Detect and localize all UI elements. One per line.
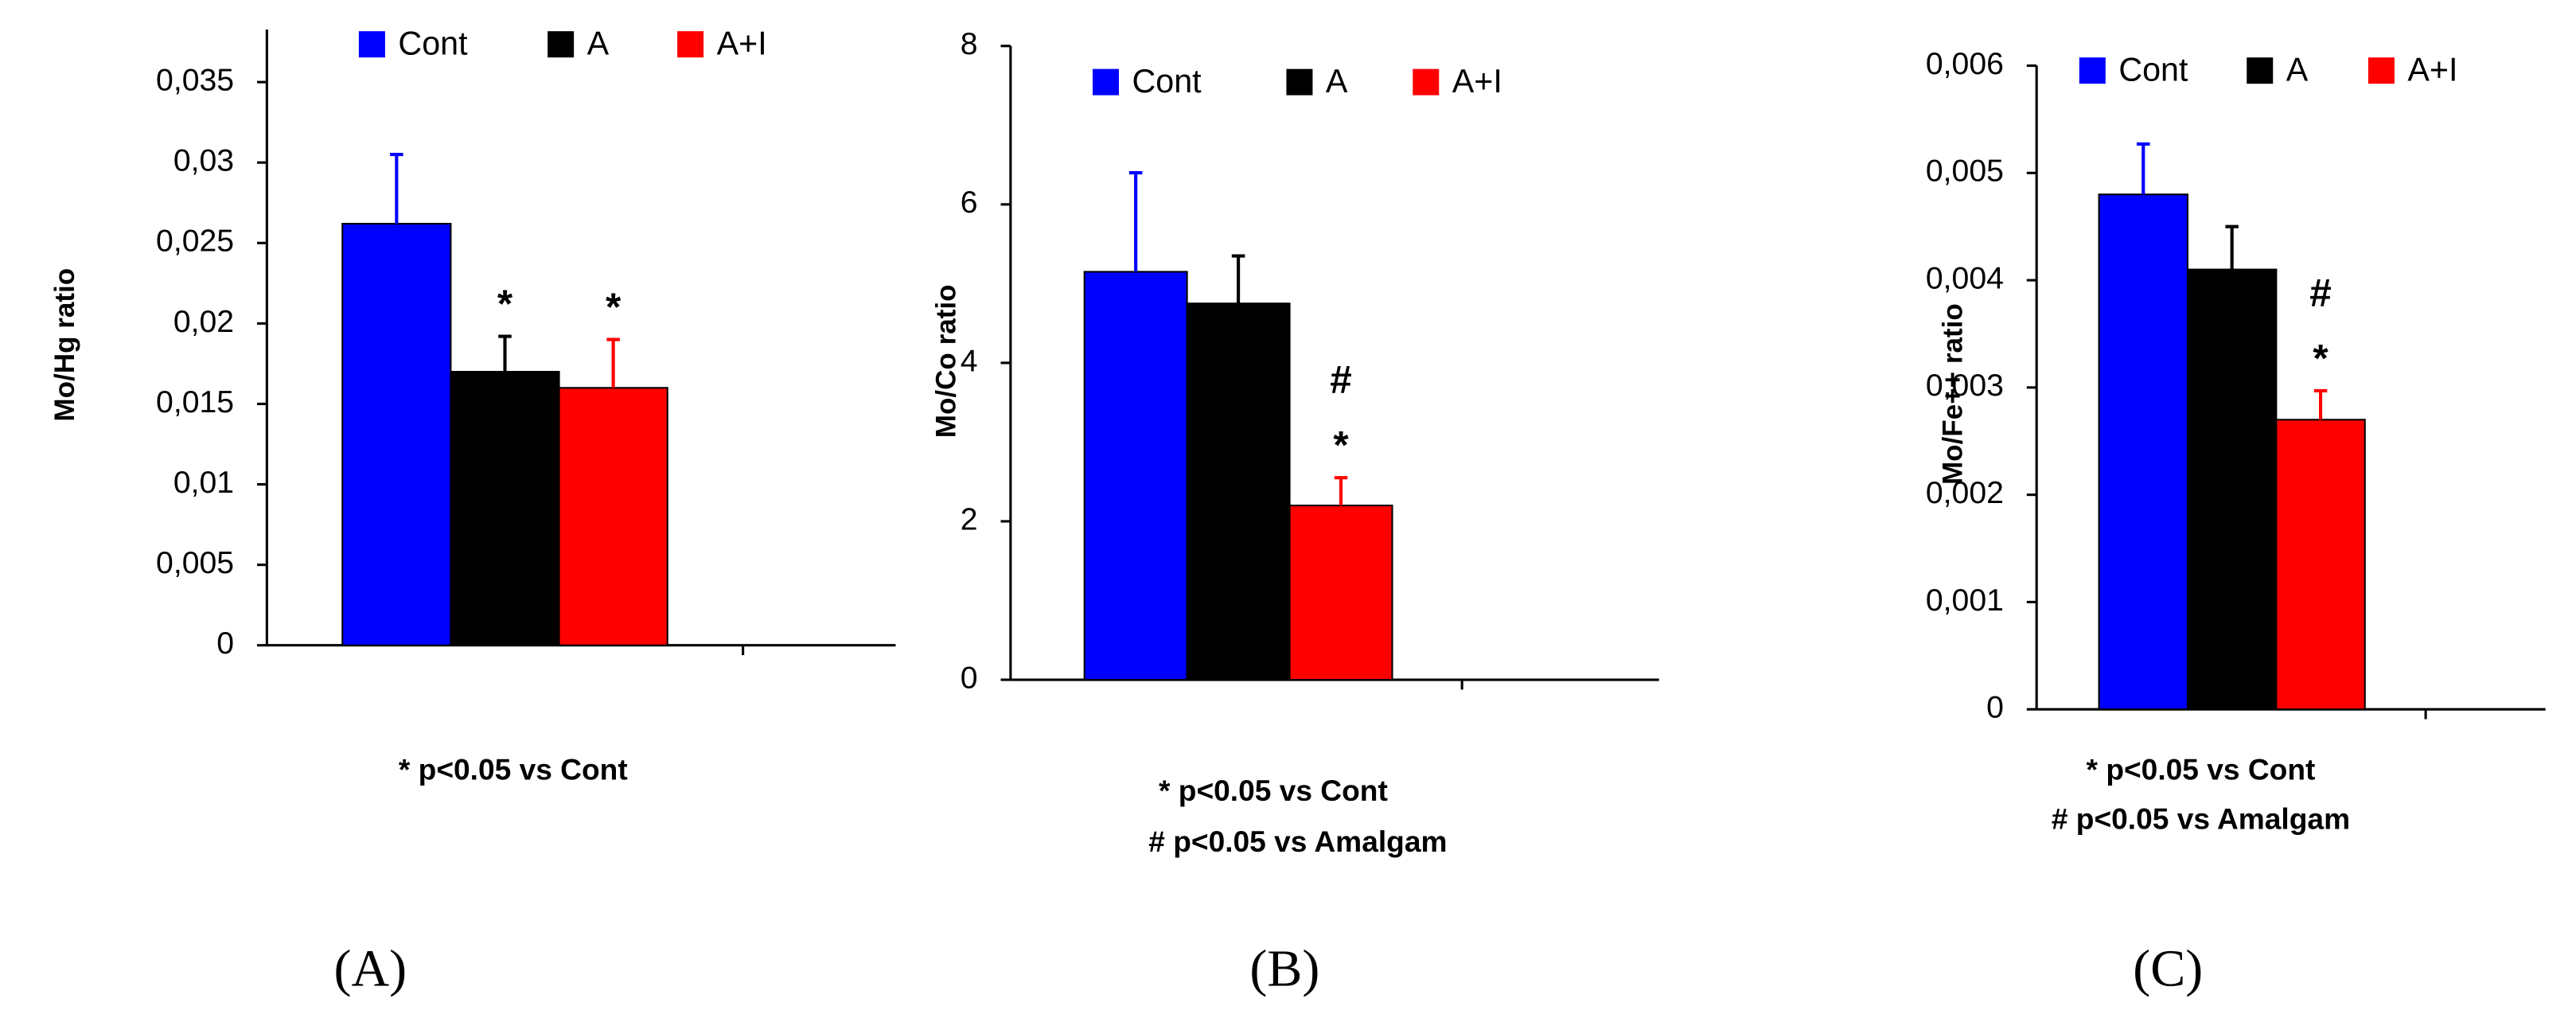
bar	[2098, 193, 2189, 711]
legend-swatch	[548, 31, 575, 58]
legend-swatch	[2079, 57, 2106, 84]
legend-label: A	[2286, 52, 2309, 88]
annotation: *	[606, 286, 622, 330]
y-axis-label: Mo/Co ratio	[931, 284, 962, 438]
y-tick-label: 0,025	[156, 224, 234, 259]
footnote: # p<0.05 vs Amalgam	[2052, 802, 2350, 835]
panel-label: (C)	[2133, 939, 2203, 997]
legend-swatch	[2368, 57, 2395, 84]
panel-label: (A)	[334, 939, 407, 997]
legend-label: Cont	[398, 25, 468, 62]
y-tick-label: 0,004	[1926, 261, 2004, 295]
legend-label: A	[587, 25, 610, 62]
annotation: #	[1330, 358, 1352, 402]
legend-label: A+I	[2407, 52, 2457, 88]
bar	[450, 371, 560, 646]
legend-swatch	[677, 31, 704, 58]
y-tick-label: 0,006	[1926, 47, 2004, 81]
y-tick-label: 0,002	[1926, 476, 2004, 510]
legend-swatch	[2247, 57, 2274, 84]
y-tick-label: 0	[1986, 691, 2004, 725]
bar	[1288, 505, 1393, 681]
bar	[558, 387, 668, 646]
y-tick-label: 0,003	[1926, 369, 2004, 403]
legend-label: A+I	[717, 25, 767, 62]
bar	[1083, 271, 1188, 681]
legend-label: A+I	[1452, 63, 1502, 99]
footnote: * p<0.05 vs Cont	[1159, 774, 1388, 807]
legend-swatch	[358, 31, 385, 58]
legend-label: A	[1326, 63, 1348, 99]
y-tick-label: 8	[961, 27, 978, 61]
y-tick-label: 0,03	[173, 144, 234, 178]
y-tick-label: 0,001	[1926, 583, 2004, 618]
y-tick-label: 2	[961, 502, 978, 536]
annotation: *	[2313, 337, 2329, 380]
y-tick-label: 0,02	[173, 305, 234, 339]
footnote: * p<0.05 vs Cont	[399, 752, 628, 786]
annotation: *	[497, 283, 513, 326]
y-tick-label: 0,015	[156, 385, 234, 419]
annotation: *	[1333, 423, 1349, 467]
legend-label: Cont	[2118, 52, 2188, 88]
legend-label: Cont	[1132, 63, 1202, 99]
bar	[2186, 268, 2278, 711]
y-tick-label: 0,005	[156, 546, 234, 580]
bar	[1186, 302, 1291, 681]
bar	[341, 223, 452, 646]
bar	[2275, 419, 2366, 711]
y-tick-label: 6	[961, 185, 978, 220]
y-tick-label: 0,01	[173, 466, 234, 500]
legend-swatch	[1286, 68, 1313, 96]
panel-label: (B)	[1249, 939, 1319, 997]
y-axis-label: Mo/Fe++ ratio	[1937, 303, 1968, 485]
legend-swatch	[1093, 68, 1120, 96]
y-tick-label: 0,035	[156, 64, 234, 98]
footnote: # p<0.05 vs Amalgam	[1148, 825, 1447, 858]
y-tick-label: 0	[216, 626, 234, 661]
y-tick-label: 0	[961, 661, 978, 695]
y-tick-label: 0,005	[1926, 154, 2004, 189]
y-axis-label: Mo/Hg ratio	[49, 268, 80, 422]
y-tick-label: 4	[961, 344, 978, 378]
footnote: * p<0.05 vs Cont	[2087, 752, 2316, 786]
annotation: #	[2309, 271, 2332, 314]
legend-swatch	[1413, 68, 1440, 96]
